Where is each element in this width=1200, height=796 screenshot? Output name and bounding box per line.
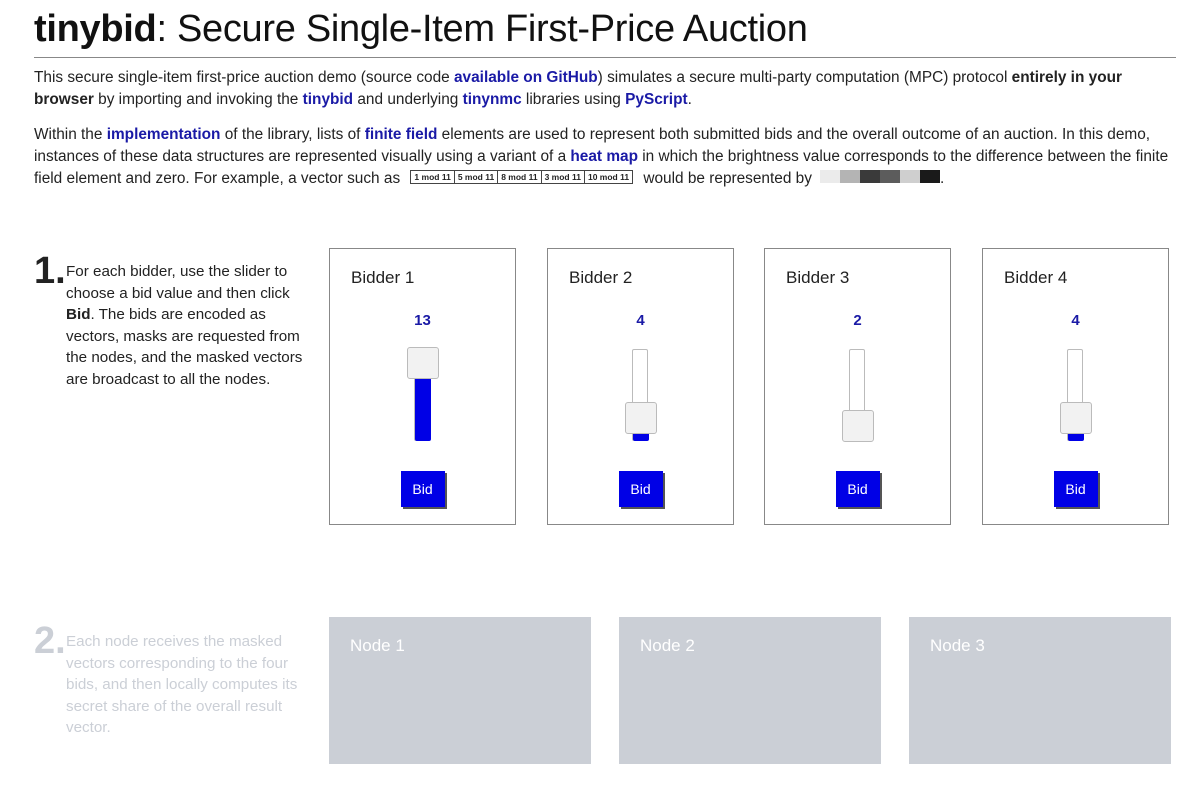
node-name: Node 1 <box>350 636 405 655</box>
bidder-name: Bidder 2 <box>569 268 633 287</box>
bid-slider[interactable] <box>1059 349 1092 445</box>
intro-paragraph: This secure single-item first-price auct… <box>34 67 1176 111</box>
implementation-link[interactable]: implementation <box>106 126 221 143</box>
slider-thumb[interactable] <box>1059 402 1092 434</box>
title-bold: tinybid <box>34 8 157 50</box>
bidder-panel: Bidder 1 13 Bid <box>329 248 516 525</box>
github-link[interactable]: available on GitHub <box>454 69 598 86</box>
bid-slider[interactable] <box>406 347 439 445</box>
bid-value: 4 <box>1071 312 1080 329</box>
bidder-name: Bidder 4 <box>1004 268 1068 287</box>
explain-text: Within the <box>34 126 107 143</box>
bid-slider[interactable] <box>841 349 874 445</box>
page-title: tinybid: Secure Single-Item First-Price … <box>34 8 808 51</box>
heat-cell <box>859 170 880 184</box>
bid-value: 2 <box>853 312 862 329</box>
bid-button[interactable]: Bid <box>835 471 880 507</box>
bidder-name: Bidder 3 <box>786 268 850 287</box>
explain-text: would be represented by <box>639 170 812 187</box>
explain-text: elements are used to represent both subm… <box>34 126 1151 165</box>
step-description: Each node receives the masked vectors co… <box>66 633 298 736</box>
intro-text: ) simulates a secure multi-party computa… <box>597 69 1012 86</box>
slider-fill <box>414 379 431 441</box>
slider-fill <box>1067 434 1084 441</box>
node-panel: Node 1 <box>329 617 591 764</box>
step-text-bold: Bid <box>66 306 91 323</box>
heat-map-link[interactable]: heat map <box>570 148 638 165</box>
heat-map-example <box>819 170 940 184</box>
bidder-name: Bidder 1 <box>351 268 415 287</box>
slider-thumb[interactable] <box>841 410 874 442</box>
bidder-panel: Bidder 2 4 Bid <box>547 248 734 525</box>
intro-strong: entirely in your browser <box>34 69 1122 108</box>
slider-thumb[interactable] <box>624 402 657 434</box>
intro-text: . <box>687 91 692 108</box>
heat-cell <box>819 170 840 184</box>
step-text: . The bids are encoded as vectors, masks… <box>66 306 303 388</box>
bid-button[interactable]: Bid <box>1053 471 1098 507</box>
intro-text: and underlying <box>353 91 463 108</box>
bidder-panel: Bidder 3 2 Bid <box>764 248 951 525</box>
bid-button[interactable]: Bid <box>400 471 445 507</box>
intro-text: by importing and invoking the <box>93 91 303 108</box>
node-name: Node 2 <box>640 636 695 655</box>
explain-paragraph: Within the implementation of the library… <box>34 124 1176 190</box>
explain-text: in which the brightness value correspond… <box>34 148 1169 187</box>
vector-element: 8 mod 11 <box>498 170 542 183</box>
bidder-panel: Bidder 4 4 Bid <box>982 248 1169 525</box>
intro-text: This secure single-item first-price auct… <box>34 69 454 86</box>
vector-element: 1 mod 11 <box>411 170 455 183</box>
explain-text: . <box>939 170 945 187</box>
step-number: 1. <box>34 250 66 292</box>
explain-text: of the library, lists of <box>220 126 365 143</box>
slider-fill <box>632 434 649 441</box>
step-number: 2. <box>34 620 66 662</box>
title-divider <box>34 57 1176 58</box>
step-text: For each bidder, use the slider to choos… <box>66 263 290 302</box>
bid-value: 13 <box>414 312 431 329</box>
finite-field-link[interactable]: finite field <box>364 126 438 143</box>
vector-element: 3 mod 11 <box>542 170 585 183</box>
heat-cell <box>899 170 920 184</box>
step-description: For each bidder, use the slider to choos… <box>66 261 306 390</box>
vector-element: 10 mod 11 <box>587 171 630 182</box>
heat-cell <box>879 170 900 184</box>
vector-element: 5 mod 11 <box>455 170 499 183</box>
bid-button[interactable]: Bid <box>618 471 663 507</box>
pyscript-link[interactable]: PyScript <box>625 91 688 108</box>
tinybid-link[interactable]: tinybid <box>302 91 354 108</box>
node-name: Node 3 <box>930 636 985 655</box>
slider-thumb[interactable] <box>406 347 439 379</box>
heat-cell <box>839 170 860 184</box>
example-vector: 1 mod 11 5 mod 11 8 mod 11 3 mod 11 10 mod 1… <box>410 169 634 184</box>
node-panel: Node 2 <box>619 617 881 764</box>
node-panel: Node 3 <box>909 617 1171 764</box>
title-rest: : Secure Single-Item First-Price Auction <box>156 8 808 50</box>
intro-text: libraries using <box>521 91 626 108</box>
heat-cell <box>919 170 940 184</box>
bid-value: 4 <box>636 312 645 329</box>
tinynmc-link[interactable]: tinynmc <box>462 91 522 108</box>
bid-slider[interactable] <box>624 349 657 445</box>
